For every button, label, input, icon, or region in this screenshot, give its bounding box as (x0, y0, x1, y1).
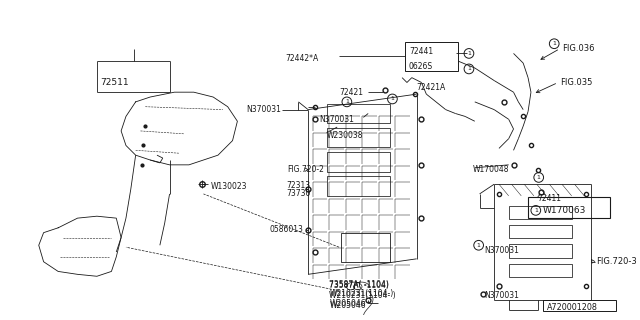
Text: N370031: N370031 (320, 115, 355, 124)
Bar (509, 264, 572, 277)
Text: 72421: 72421 (339, 88, 363, 97)
Text: 73587A( -1104): 73587A( -1104) (330, 282, 389, 291)
Bar (328, 128, 390, 148)
Text: 72511: 72511 (100, 78, 129, 87)
Text: FIG.036: FIG.036 (562, 44, 595, 53)
Bar (509, 205, 572, 219)
Bar (328, 152, 390, 172)
Text: 72411: 72411 (538, 194, 562, 203)
Text: A720001208: A720001208 (547, 303, 597, 312)
Text: FIG.720-2: FIG.720-2 (287, 165, 324, 174)
Bar (509, 244, 572, 258)
Text: 1: 1 (467, 67, 471, 71)
Bar (509, 225, 572, 238)
Text: W170048: W170048 (473, 165, 509, 174)
Text: 1: 1 (534, 208, 538, 213)
Text: FIG.035: FIG.035 (560, 78, 593, 87)
Text: W230038: W230038 (326, 131, 363, 140)
Text: 73587A( -1104): 73587A( -1104) (330, 280, 389, 289)
Text: N370031: N370031 (484, 246, 519, 255)
Text: 73730: 73730 (287, 189, 311, 198)
Text: 1: 1 (390, 96, 394, 101)
Text: N370031: N370031 (484, 291, 519, 300)
Text: 1: 1 (467, 51, 471, 56)
Text: W210231(1104-): W210231(1104-) (330, 289, 394, 298)
Text: W205046: W205046 (330, 301, 366, 310)
Text: 1: 1 (552, 41, 556, 46)
Text: N370031: N370031 (246, 105, 281, 114)
Bar (543, 300, 616, 311)
Text: W130023: W130023 (211, 182, 248, 191)
Bar (341, 233, 390, 262)
Text: W205046: W205046 (330, 299, 366, 308)
Text: 1: 1 (537, 175, 541, 180)
Text: 72313: 72313 (287, 181, 311, 190)
Bar (528, 197, 611, 218)
Text: FIG.720-3: FIG.720-3 (596, 257, 637, 266)
Bar (328, 104, 390, 123)
Text: 1: 1 (345, 100, 349, 104)
Bar (405, 42, 458, 71)
Text: 0626S: 0626S (409, 61, 433, 70)
Text: W170063: W170063 (543, 206, 586, 215)
Bar (328, 176, 390, 196)
Text: 72442*A: 72442*A (286, 54, 319, 63)
Text: 72441: 72441 (409, 47, 433, 56)
Text: W210231(1104- ): W210231(1104- ) (330, 291, 396, 300)
Text: 1: 1 (477, 243, 481, 248)
Text: 72421A: 72421A (417, 83, 446, 92)
Text: 0586013: 0586013 (269, 225, 303, 234)
